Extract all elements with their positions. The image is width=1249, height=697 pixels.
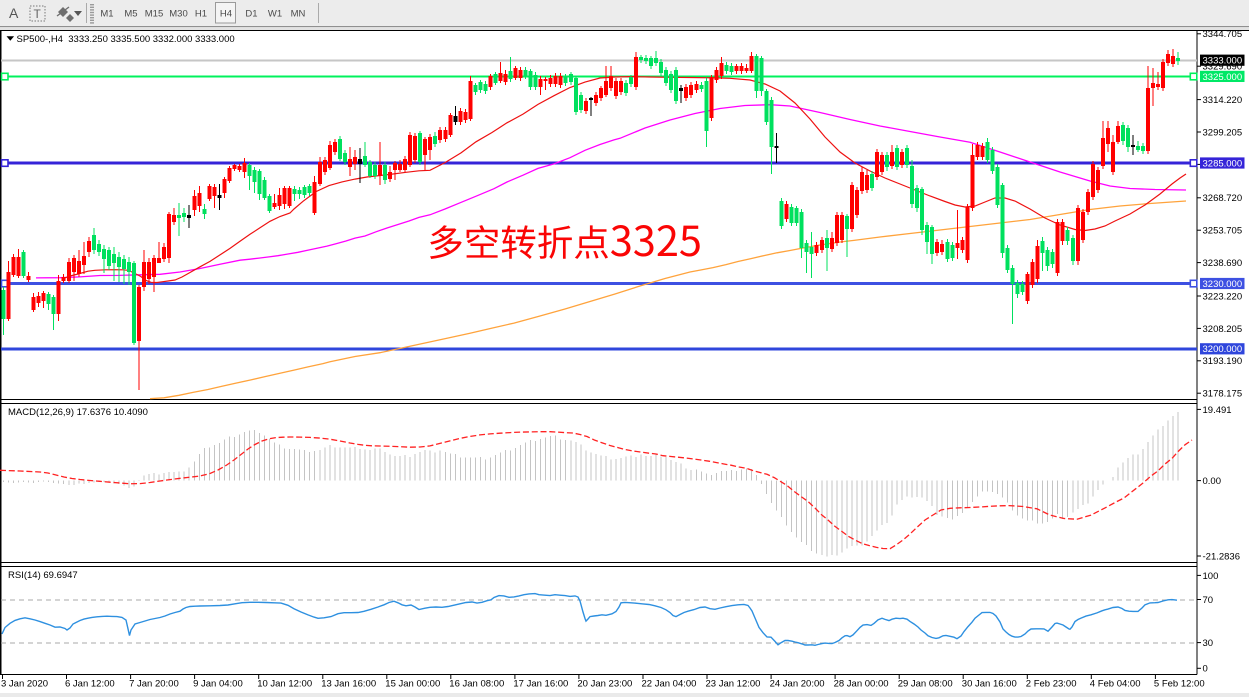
svg-text:3329.690: 3329.690: [1203, 62, 1243, 73]
svg-text:23 Jan 12:00: 23 Jan 12:00: [706, 679, 761, 690]
svg-text:3314.220: 3314.220: [1203, 95, 1243, 106]
svg-text:0: 0: [1203, 664, 1208, 675]
svg-text:W1: W1: [268, 9, 282, 20]
svg-text:0.00: 0.00: [1203, 476, 1222, 487]
svg-text:MACD(12,26,9) 17.6376 10.4090: MACD(12,26,9) 17.6376 10.4090: [8, 407, 148, 418]
svg-text:13 Jan 16:00: 13 Jan 16:00: [321, 679, 376, 690]
svg-text:20 Jan 23:00: 20 Jan 23:00: [577, 679, 632, 690]
svg-text:19.491: 19.491: [1203, 405, 1232, 416]
svg-text:3200.000: 3200.000: [1203, 344, 1243, 355]
svg-text:SP500-,H4 3333.250 3335.500 3: SP500-,H4 3333.250 3335.500 3332.000 333…: [17, 34, 235, 45]
svg-text:70: 70: [1203, 595, 1214, 606]
svg-text:A: A: [9, 5, 19, 21]
svg-text:RSI(14) 69.6947: RSI(14) 69.6947: [8, 570, 78, 581]
svg-text:3268.720: 3268.720: [1203, 193, 1243, 204]
svg-text:3193.190: 3193.190: [1203, 356, 1243, 367]
svg-text:3344.705: 3344.705: [1203, 29, 1243, 40]
svg-text:3285.000: 3285.000: [1203, 158, 1243, 169]
svg-text:29 Jan 08:00: 29 Jan 08:00: [898, 679, 953, 690]
svg-text:MN: MN: [291, 9, 306, 20]
svg-text:17 Jan 16:00: 17 Jan 16:00: [513, 679, 568, 690]
svg-text:2 Feb 23:00: 2 Feb 23:00: [1026, 679, 1077, 690]
svg-text:16 Jan 08:00: 16 Jan 08:00: [449, 679, 504, 690]
svg-text:3238.690: 3238.690: [1203, 258, 1243, 269]
svg-text:3253.705: 3253.705: [1203, 226, 1243, 237]
svg-text:3223.220: 3223.220: [1203, 291, 1243, 302]
svg-text:3333.000: 3333.000: [1203, 56, 1243, 67]
svg-text:H1: H1: [195, 9, 207, 20]
svg-text:D1: D1: [245, 9, 257, 20]
svg-text:5 Feb 12:00: 5 Feb 12:00: [1154, 679, 1205, 690]
svg-text:3178.175: 3178.175: [1203, 389, 1243, 400]
svg-text:22 Jan 04:00: 22 Jan 04:00: [642, 679, 697, 690]
svg-text:7 Jan 20:00: 7 Jan 20:00: [129, 679, 179, 690]
svg-text:3325.000: 3325.000: [1203, 72, 1243, 83]
svg-text:M15: M15: [145, 9, 163, 20]
svg-text:-21.2836: -21.2836: [1203, 551, 1241, 562]
svg-text:15 Jan 00:00: 15 Jan 00:00: [385, 679, 440, 690]
svg-text:6 Jan 12:00: 6 Jan 12:00: [65, 679, 115, 690]
svg-text:10 Jan 12:00: 10 Jan 12:00: [257, 679, 312, 690]
svg-text:T: T: [34, 7, 42, 21]
svg-text:M5: M5: [124, 9, 137, 20]
svg-text:30 Jan 16:00: 30 Jan 16:00: [962, 679, 1017, 690]
svg-text:3 Jan 2020: 3 Jan 2020: [1, 679, 48, 690]
svg-text:30: 30: [1203, 638, 1214, 649]
svg-text:3299.205: 3299.205: [1203, 127, 1243, 138]
svg-text:100: 100: [1203, 571, 1219, 582]
svg-text:3230.000: 3230.000: [1203, 279, 1243, 290]
svg-text:M30: M30: [169, 9, 187, 20]
svg-text:3208.205: 3208.205: [1203, 324, 1243, 335]
svg-text:M1: M1: [100, 9, 113, 20]
svg-text:9 Jan 04:00: 9 Jan 04:00: [193, 679, 243, 690]
svg-text:H4: H4: [220, 9, 232, 20]
svg-text:28 Jan 00:00: 28 Jan 00:00: [834, 679, 889, 690]
svg-text:24 Jan 20:00: 24 Jan 20:00: [770, 679, 825, 690]
svg-text:4 Feb 04:00: 4 Feb 04:00: [1090, 679, 1141, 690]
